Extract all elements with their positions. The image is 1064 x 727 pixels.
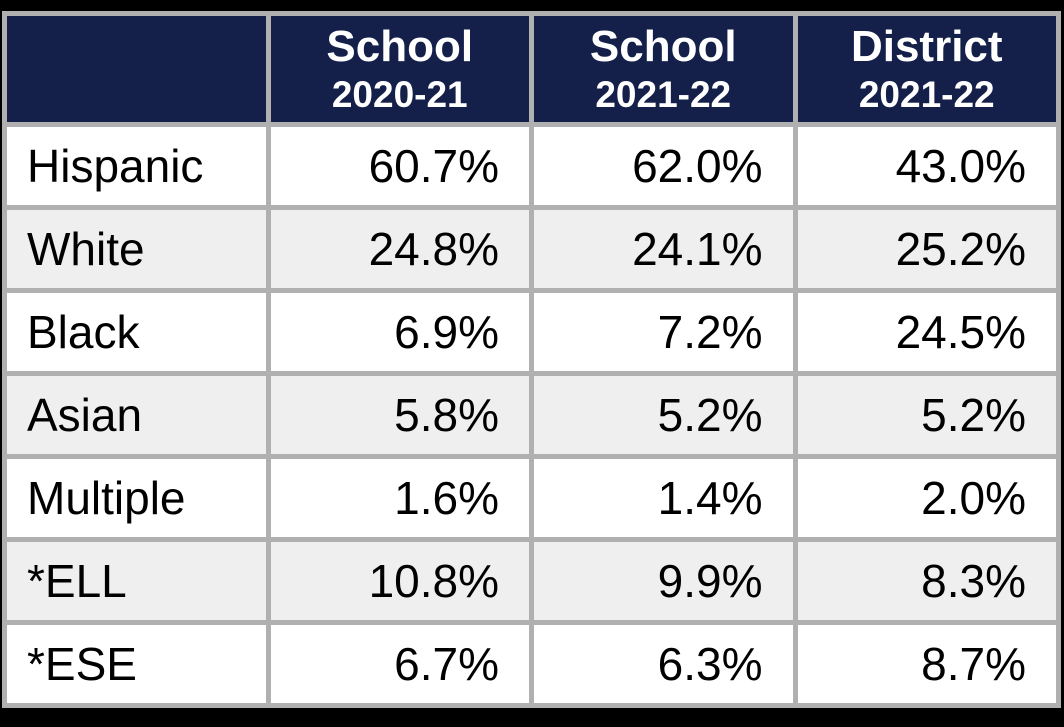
- col-header-title: School: [326, 22, 474, 71]
- col-header-year: 2020-21: [331, 74, 468, 115]
- cell-hispanic-district-2021-22: 43.0%: [797, 127, 1056, 205]
- cell-ell-district-2021-22: 8.3%: [797, 542, 1056, 620]
- cell-multiple-school-2020-21: 1.6%: [270, 459, 529, 537]
- row-label-multiple: Multiple: [7, 459, 266, 537]
- col-header-school-2020-21: School 2020-21: [270, 16, 529, 122]
- table-row-ell: *ELL 10.8% 9.9% 8.3%: [7, 542, 1056, 620]
- cell-asian-school-2020-21: 5.8%: [270, 376, 529, 454]
- cell-black-school-2021-22: 7.2%: [534, 293, 793, 371]
- cell-white-district-2021-22: 25.2%: [797, 210, 1056, 288]
- corner-cell: [7, 16, 266, 122]
- table-row-asian: Asian 5.8% 5.2% 5.2%: [7, 376, 1056, 454]
- cell-hispanic-school-2020-21: 60.7%: [270, 127, 529, 205]
- table-body: Hispanic 60.7% 62.0% 43.0% White 24.8% 2…: [7, 127, 1056, 703]
- col-header-year: 2021-22: [595, 74, 732, 115]
- cell-ell-school-2021-22: 9.9%: [534, 542, 793, 620]
- cell-ese-school-2020-21: 6.7%: [270, 625, 529, 703]
- row-label-asian: Asian: [7, 376, 266, 454]
- col-header-title: District: [850, 22, 1003, 71]
- table-row-multiple: Multiple 1.6% 1.4% 2.0%: [7, 459, 1056, 537]
- cell-multiple-district-2021-22: 2.0%: [797, 459, 1056, 537]
- row-label-ell: *ELL: [7, 542, 266, 620]
- cell-asian-district-2021-22: 5.2%: [797, 376, 1056, 454]
- col-header-school-2021-22: School 2021-22: [534, 16, 793, 122]
- row-label-ese: *ESE: [7, 625, 266, 703]
- cell-white-school-2020-21: 24.8%: [270, 210, 529, 288]
- cell-ese-district-2021-22: 8.7%: [797, 625, 1056, 703]
- cell-asian-school-2021-22: 5.2%: [534, 376, 793, 454]
- row-label-hispanic: Hispanic: [7, 127, 266, 205]
- cell-black-district-2021-22: 24.5%: [797, 293, 1056, 371]
- cell-black-school-2020-21: 6.9%: [270, 293, 529, 371]
- table-row-hispanic: Hispanic 60.7% 62.0% 43.0%: [7, 127, 1056, 205]
- cell-ese-school-2021-22: 6.3%: [534, 625, 793, 703]
- table-row-white: White 24.8% 24.1% 25.2%: [7, 210, 1056, 288]
- table-header: School 2020-21 School 2021-22 District 2…: [7, 16, 1056, 122]
- header-row: School 2020-21 School 2021-22 District 2…: [7, 16, 1056, 122]
- col-header-title: School: [589, 22, 737, 71]
- row-label-white: White: [7, 210, 266, 288]
- demographics-table: School 2020-21 School 2021-22 District 2…: [2, 11, 1061, 708]
- table-row-ese: *ESE 6.7% 6.3% 8.7%: [7, 625, 1056, 703]
- cell-multiple-school-2021-22: 1.4%: [534, 459, 793, 537]
- cell-hispanic-school-2021-22: 62.0%: [534, 127, 793, 205]
- cell-white-school-2021-22: 24.1%: [534, 210, 793, 288]
- row-label-black: Black: [7, 293, 266, 371]
- cell-ell-school-2020-21: 10.8%: [270, 542, 529, 620]
- col-header-year: 2021-22: [858, 74, 995, 115]
- table-row-black: Black 6.9% 7.2% 24.5%: [7, 293, 1056, 371]
- col-header-district-2021-22: District 2021-22: [797, 16, 1056, 122]
